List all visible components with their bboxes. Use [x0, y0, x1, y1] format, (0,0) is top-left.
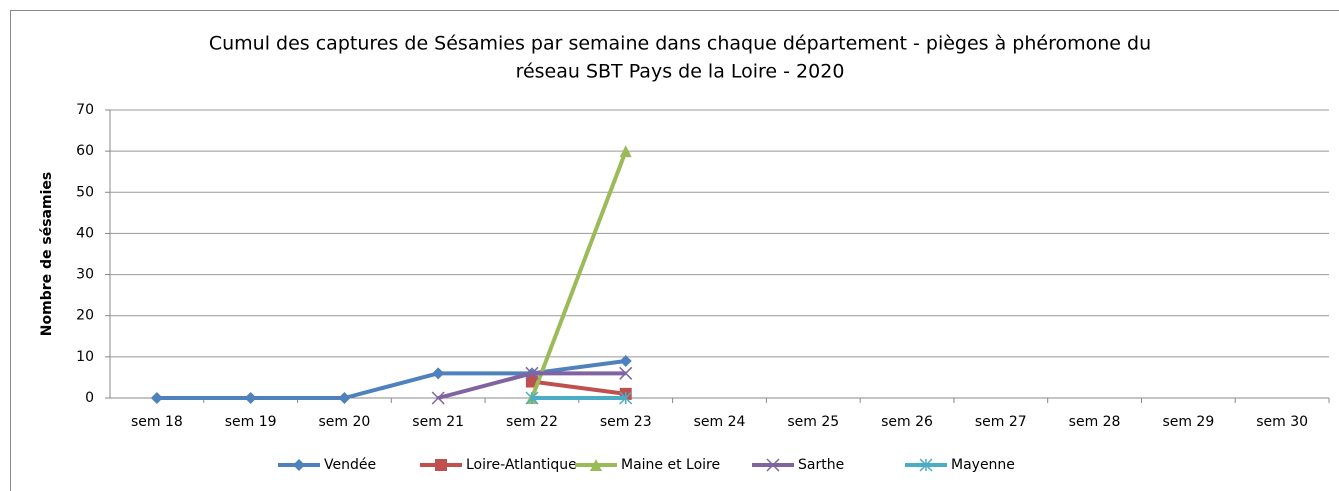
x-tick-label: sem 23 [600, 414, 652, 430]
legend-marker [919, 458, 933, 472]
chart-border [10, 10, 1339, 491]
series-line [531, 379, 626, 396]
data-point [338, 392, 351, 404]
y-tick-label: 70 [76, 102, 94, 118]
legend-label: Loire-Atlantique [466, 457, 577, 473]
y-tick-label: 50 [76, 184, 94, 200]
x-tick-label: sem 29 [1162, 414, 1214, 430]
y-tick-label: 10 [76, 349, 94, 365]
x-tick-label: sem 26 [881, 414, 933, 430]
y-tick-label: 30 [76, 267, 94, 283]
x-tick-label: sem 22 [506, 414, 558, 430]
chart-title: Cumul des captures de Sésamies par semai… [209, 33, 1151, 55]
legend-marker [293, 459, 305, 471]
data-point [619, 366, 633, 380]
data-point [431, 391, 445, 405]
x-tick-label: sem 21 [412, 414, 464, 430]
x-tick-label: sem 20 [319, 414, 371, 430]
data-point [619, 145, 632, 158]
x-tick-label: sem 25 [787, 414, 839, 430]
legend-marker [766, 458, 780, 472]
data-point [525, 391, 539, 405]
legend-label: Vendée [324, 457, 376, 473]
x-tick-label: sem 28 [1069, 414, 1121, 430]
x-tick-label: sem 30 [1256, 414, 1308, 430]
y-tick-label: 40 [76, 225, 94, 241]
y-axis-label: Nombre de sésamies [39, 172, 55, 336]
x-tick-label: sem 24 [694, 414, 746, 430]
y-tick-label: 20 [76, 308, 94, 324]
x-tick-label: sem 19 [225, 414, 277, 430]
x-tick-label: sem 18 [131, 414, 183, 430]
y-tick-label: 60 [76, 143, 94, 159]
x-tick-label: sem 27 [975, 414, 1027, 430]
chart-title: réseau SBT Pays de la Loire - 2020 [516, 61, 845, 83]
data-point [244, 392, 257, 404]
data-point [432, 367, 445, 380]
legend-marker [435, 459, 447, 471]
data-point [525, 366, 539, 380]
legend-marker [590, 459, 602, 471]
data-point [619, 354, 632, 367]
legend-label: Mayenne [951, 457, 1015, 473]
legend-label: Sarthe [798, 457, 844, 473]
data-point [619, 391, 633, 405]
y-tick-label: 0 [85, 390, 94, 406]
legend-label: Maine et Loire [621, 457, 720, 473]
series-line [156, 358, 626, 400]
data-point [150, 392, 163, 404]
series-line [530, 150, 628, 399]
